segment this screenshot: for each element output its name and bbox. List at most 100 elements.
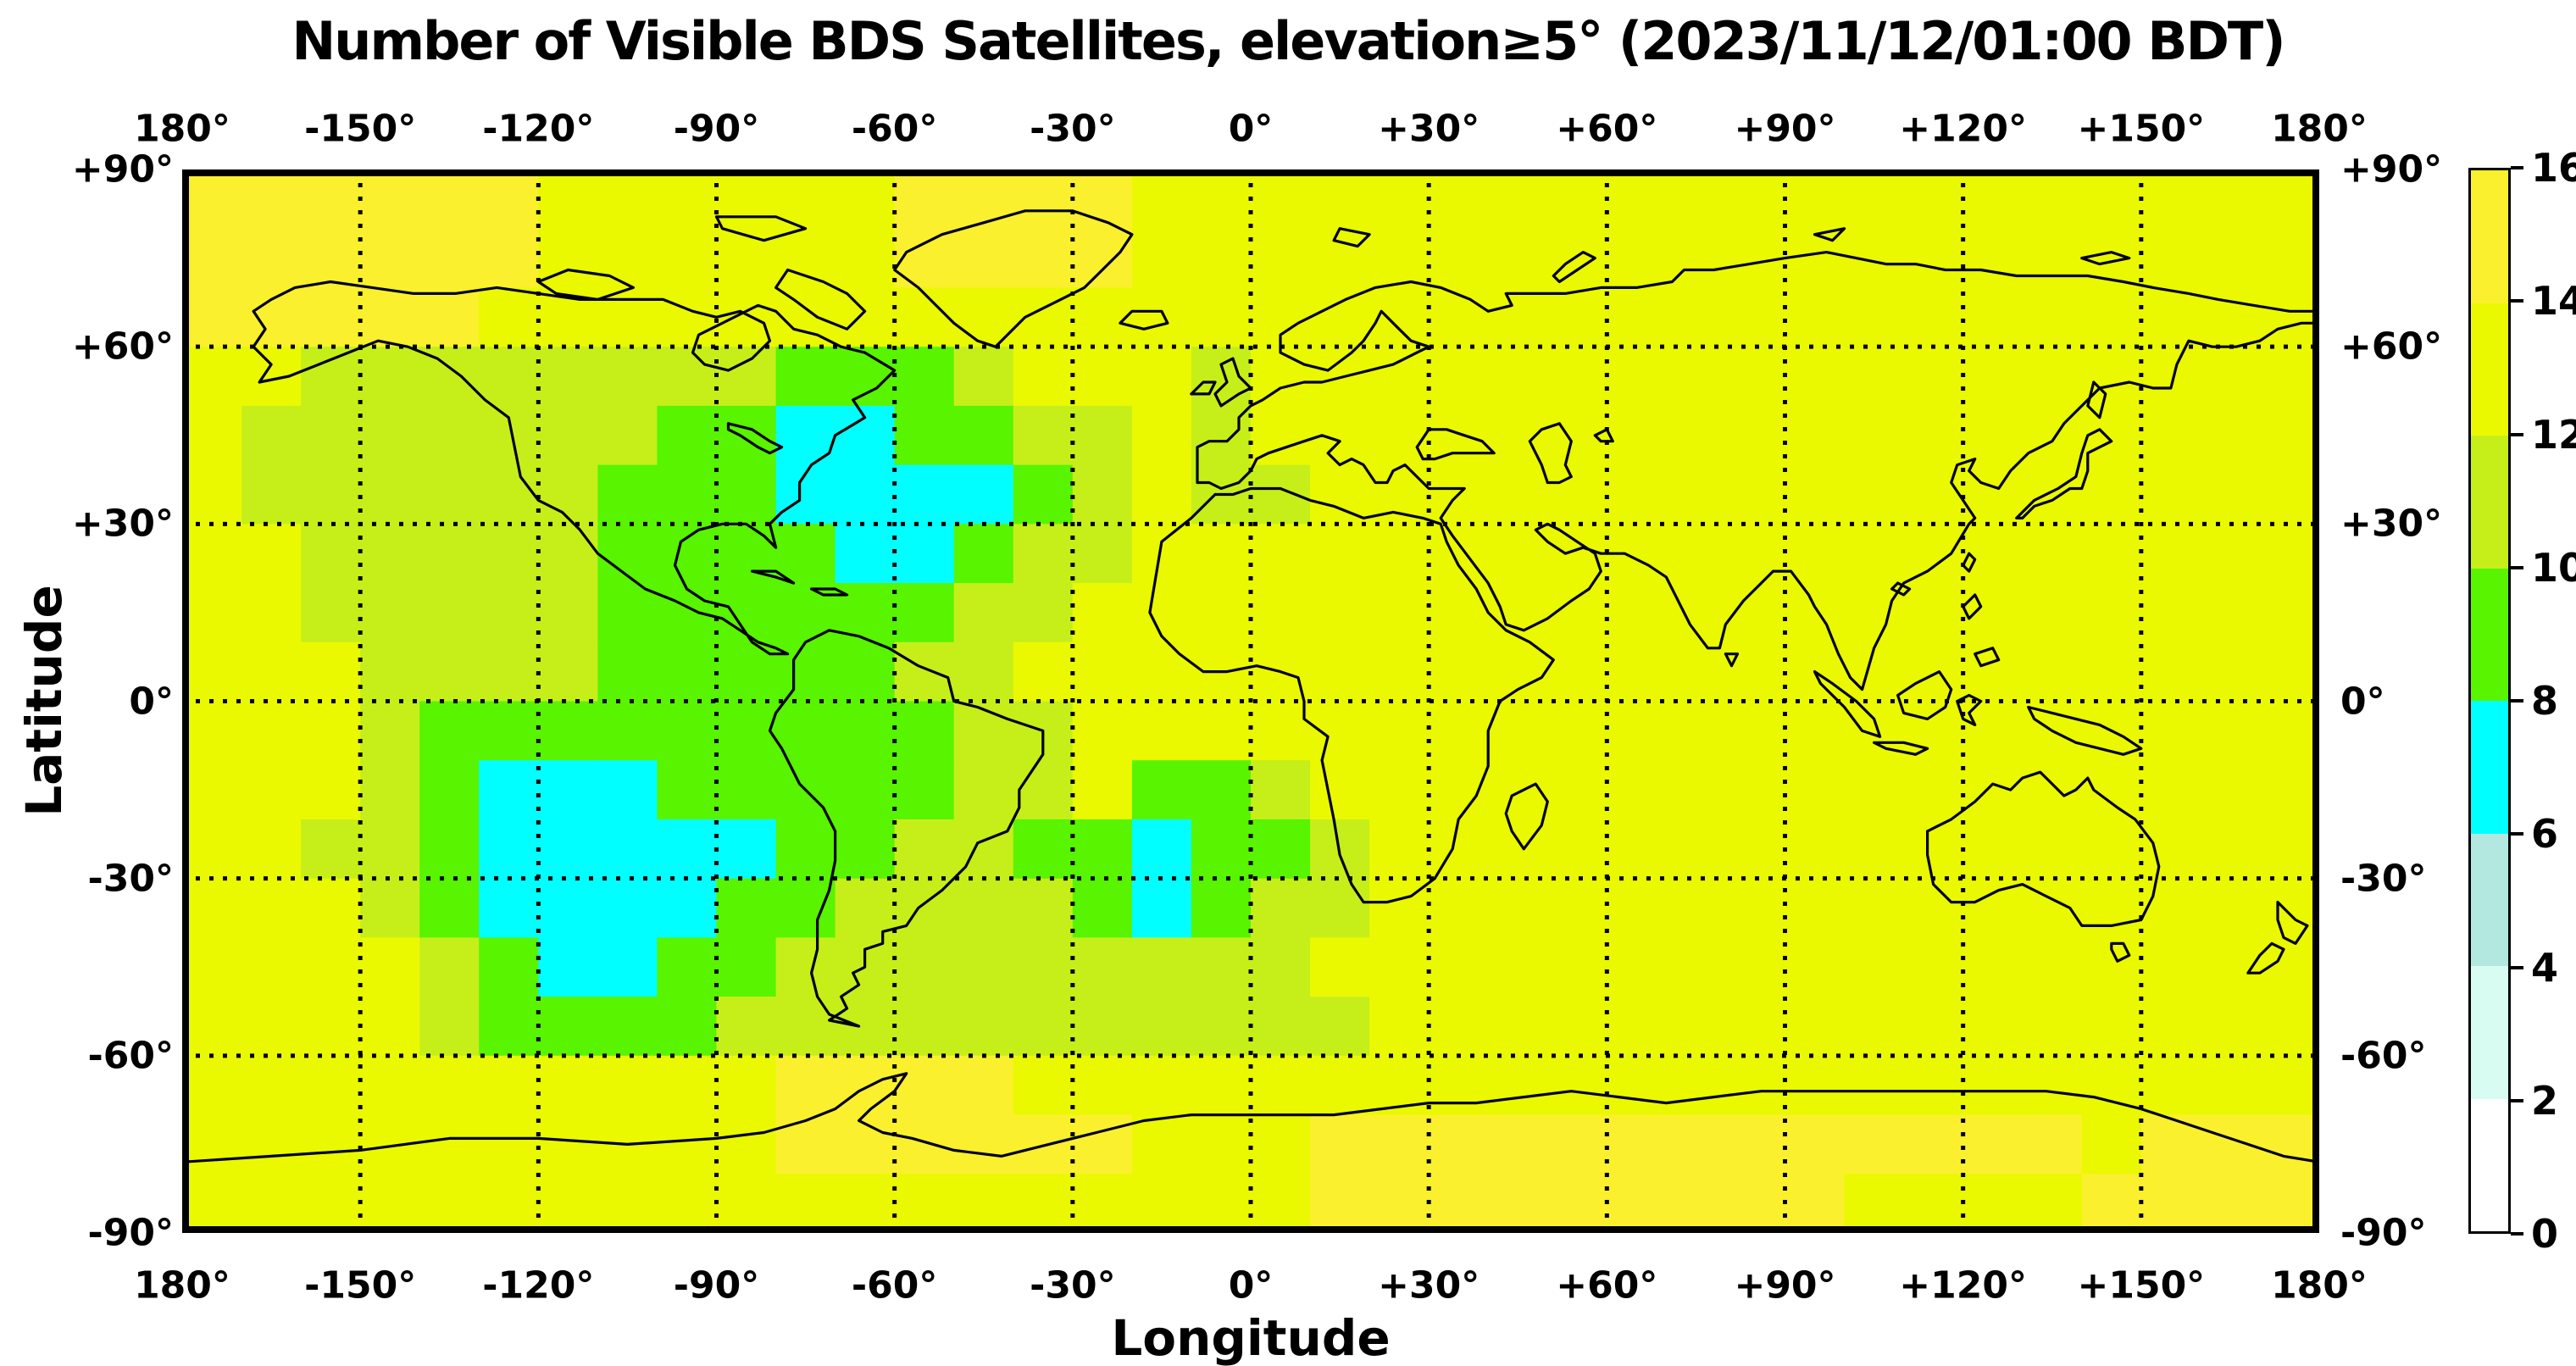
heatmap-cell [1607, 169, 1667, 230]
heatmap-cell [835, 347, 896, 407]
heatmap-cell [1251, 997, 1311, 1057]
heatmap-cell [1072, 760, 1133, 820]
heatmap-cell [1131, 878, 1192, 938]
heatmap-cell [716, 997, 777, 1057]
coastline [726, 422, 784, 455]
heatmap-cell [1013, 641, 1074, 702]
lat-tick-label-left: -60° [87, 1034, 175, 1078]
heatmap-cell [1131, 169, 1192, 230]
heatmap-cell [182, 819, 242, 880]
heatmap-cell [716, 287, 777, 347]
heatmap-cell [1844, 347, 1905, 407]
heatmap-cell [835, 287, 896, 347]
heatmap-cell [1488, 937, 1548, 997]
coastline [1926, 770, 2161, 928]
heatmap-cell [538, 169, 598, 230]
heatmap-cell [1547, 1174, 1607, 1233]
heatmap-cell [301, 641, 361, 702]
heatmap-cell [597, 347, 658, 407]
heatmap-cell [479, 878, 539, 938]
coastline [1956, 693, 1983, 727]
heatmap-cell [360, 405, 420, 466]
heatmap-cell [419, 760, 480, 820]
heatmap-cell [538, 1114, 598, 1174]
heatmap-cell [1369, 878, 1430, 938]
heatmap-cell [716, 169, 777, 230]
heatmap-cell [1607, 287, 1667, 347]
heatmap-cell [775, 1114, 836, 1174]
heatmap-cell [1547, 819, 1607, 880]
heatmap-cell [597, 997, 658, 1057]
heatmap-cell [360, 701, 420, 761]
chart-title: Number of Visible BDS Satellites, elevat… [291, 10, 2285, 72]
heatmap-cell [2140, 701, 2201, 761]
heatmap-cell [1131, 464, 1192, 525]
heatmap-cell [716, 405, 777, 466]
heatmap-cell [419, 287, 480, 347]
coastline [1552, 250, 1596, 284]
heatmap-cell [597, 641, 658, 702]
heatmap-cell [1666, 1174, 1727, 1233]
heatmap-cell [1844, 878, 1905, 938]
heatmap-cell [538, 760, 598, 820]
heatmap-cell [182, 937, 242, 997]
heatmap-cell [479, 583, 539, 643]
heatmap-cell [597, 464, 658, 525]
heatmap-cell [1785, 347, 1846, 407]
heatmap-cell [1963, 701, 2024, 761]
heatmap-cell [1072, 1174, 1133, 1233]
heatmap-cell [2081, 997, 2142, 1057]
lon-tick-label-top: +150° [2077, 107, 2206, 151]
heatmap-cell [894, 583, 955, 643]
heatmap-cell [1963, 405, 2024, 466]
heatmap-cell [182, 760, 242, 820]
heatmap-cell [1429, 169, 1489, 230]
lat-tick-label-right: 0° [2340, 680, 2385, 723]
heatmap-cell [1963, 583, 2024, 643]
heatmap-cell [1191, 997, 1252, 1057]
heatmap-cell [1963, 760, 2024, 820]
heatmap-cell [953, 347, 1014, 407]
heatmap-cell [2081, 228, 2142, 288]
heatmap-cell [2022, 228, 2083, 288]
heatmap-cell [2081, 1174, 2142, 1233]
coastline [2276, 900, 2309, 946]
heatmap-cell [1429, 819, 1489, 880]
heatmap-cell [2081, 1114, 2142, 1174]
heatmap-cell [1251, 524, 1311, 584]
heatmap-cell [182, 583, 242, 643]
heatmap-cell [1310, 228, 1370, 288]
heatmap-cell [242, 583, 302, 643]
heatmap-cell [835, 169, 896, 230]
heatmap-cell [716, 347, 777, 407]
heatmap-cell [2140, 760, 2201, 820]
heatmap-cell [479, 1174, 539, 1233]
heatmap-cell [419, 701, 480, 761]
heatmap-cell [1488, 997, 1548, 1057]
heatmap-cell [1013, 347, 1074, 407]
coastline [1974, 647, 2001, 668]
heatmap-cell [1725, 760, 1786, 820]
heatmap-cell [2081, 524, 2142, 584]
world-heatmap-plot [182, 169, 2319, 1233]
heatmap-cell [301, 1174, 361, 1233]
heatmap-cell [1725, 1114, 1786, 1174]
heatmap-cell [1191, 1114, 1252, 1174]
heatmap-cell [538, 1174, 598, 1233]
heatmap-cell [182, 878, 242, 938]
heatmap-cell [419, 405, 480, 466]
heatmap-cell [1488, 1174, 1548, 1233]
heatmap-cell [2022, 819, 2083, 880]
heatmap-cell [2200, 464, 2261, 525]
heatmap-cell [538, 878, 598, 938]
heatmap-cell [597, 1055, 658, 1116]
lon-tick-label-top: -120° [482, 107, 595, 151]
heatmap-cell [1429, 583, 1489, 643]
heatmap-cell [1963, 878, 2024, 938]
heatmap-cell [1310, 169, 1370, 230]
heatmap-cell [419, 819, 480, 880]
heatmap-cell [1369, 641, 1430, 702]
heatmap-cell [1251, 937, 1311, 997]
heatmap-cell [242, 641, 302, 702]
heatmap-cell [1963, 347, 2024, 407]
